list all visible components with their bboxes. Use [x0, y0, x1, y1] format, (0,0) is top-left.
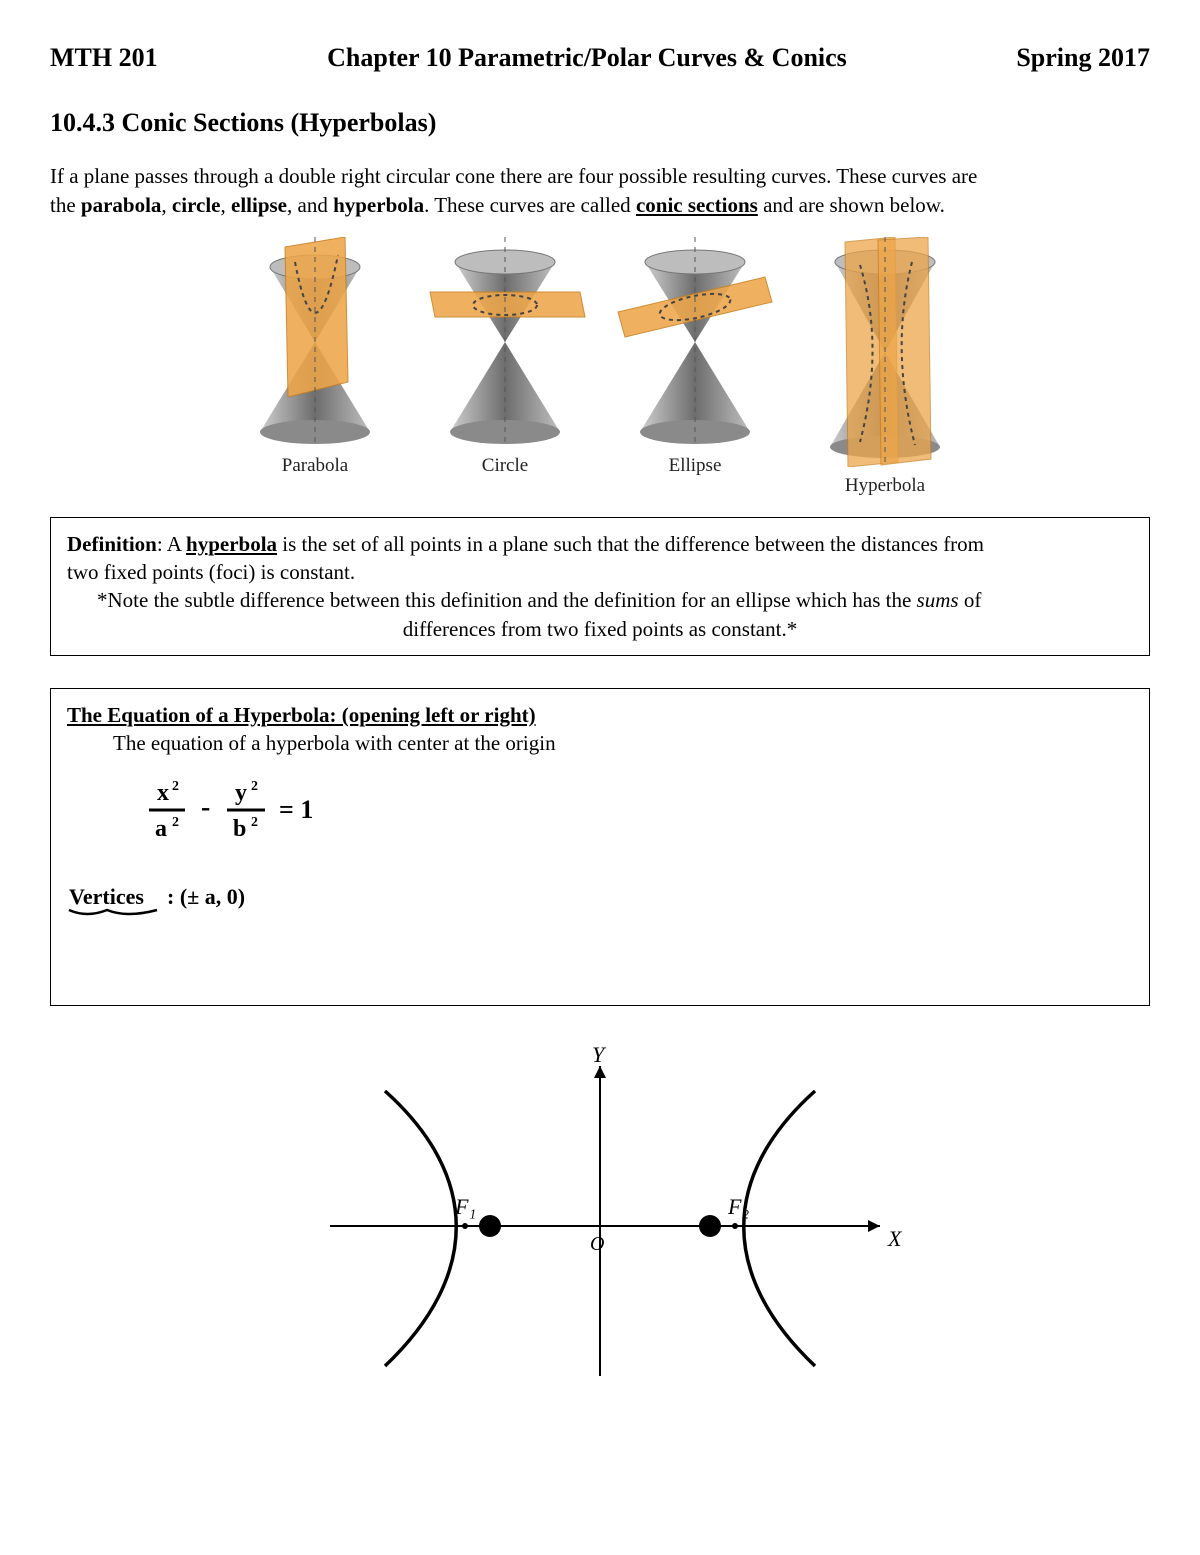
- label-circle: Circle: [482, 453, 528, 479]
- svg-text:a: a: [155, 816, 167, 842]
- definition-line4: differences from two fixed points as con…: [67, 615, 1133, 643]
- svg-text:-: -: [201, 792, 210, 823]
- label-ellipse: Ellipse: [669, 453, 722, 479]
- chapter-title: Chapter 10 Parametric/Polar Curves & Con…: [327, 40, 847, 75]
- label-F1: F₁: [454, 1194, 476, 1219]
- word-hyperbola: hyperbola: [333, 193, 424, 217]
- section-title: 10.4.3 Conic Sections (Hyperbolas): [50, 105, 1150, 140]
- page-header: MTH 201 Chapter 10 Parametric/Polar Curv…: [50, 40, 1150, 75]
- label-X: X: [887, 1226, 903, 1251]
- equation-box: The Equation of a Hyperbola: (opening le…: [50, 688, 1150, 1006]
- svg-text:2: 2: [251, 815, 258, 830]
- conic-sections-figure: Parabola Circle: [50, 237, 1150, 499]
- conic-parabola: Parabola: [230, 237, 400, 499]
- svg-text:y: y: [235, 780, 247, 806]
- label-Y: Y: [592, 1046, 607, 1067]
- definition-box: Definition: A hyperbola is the set of al…: [50, 517, 1150, 656]
- cone-circle-icon: [420, 237, 590, 447]
- label-parabola: Parabola: [282, 453, 348, 479]
- handwritten-vertices: Vertices : (± a, 0): [67, 880, 1133, 925]
- def-hyperbola: hyperbola: [186, 532, 277, 556]
- svg-text:2: 2: [251, 779, 258, 794]
- intro-text: the: [50, 193, 81, 217]
- svg-text:= 1: = 1: [279, 795, 313, 824]
- eq-subtitle: The equation of a hyperbola with center …: [113, 729, 1133, 757]
- intro-text: If a plane passes through a double right…: [50, 164, 977, 188]
- svg-text:2: 2: [172, 815, 179, 830]
- word-ellipse: ellipse: [231, 193, 287, 217]
- intro-paragraph: If a plane passes through a double right…: [50, 162, 1150, 219]
- label-O: O: [590, 1233, 604, 1255]
- handwritten-equation: x 2 a 2 - y 2 b 2 = 1: [137, 772, 1133, 852]
- cone-parabola-icon: [230, 237, 400, 447]
- svg-text:b: b: [233, 816, 246, 842]
- cone-ellipse-icon: [610, 237, 780, 447]
- word-conic-sections: conic sections: [636, 193, 758, 217]
- hyperbola-graph-svg: Y X O F₁ F₂: [290, 1046, 910, 1386]
- definition-label: Definition: [67, 532, 157, 556]
- label-hyperbola: Hyperbola: [845, 473, 925, 499]
- word-circle: circle: [172, 193, 221, 217]
- definition-line2: two fixed points (foci) is constant.: [67, 558, 1133, 586]
- hyperbola-graph: Y X O F₁ F₂: [50, 1046, 1150, 1386]
- conic-circle: Circle: [420, 237, 590, 499]
- svg-text:2: 2: [172, 779, 179, 794]
- svg-text:Vertices: Vertices: [69, 884, 144, 909]
- cone-hyperbola-icon: [800, 237, 970, 467]
- label-F2: F₂: [727, 1194, 749, 1219]
- conic-ellipse: Ellipse: [610, 237, 780, 499]
- word-parabola: parabola: [81, 193, 162, 217]
- svg-text:: (± a, 0): : (± a, 0): [167, 884, 245, 909]
- svg-text:x: x: [157, 780, 169, 806]
- eq-title: The Equation of a Hyperbola: (opening le…: [67, 701, 1133, 729]
- conic-hyperbola: Hyperbola: [800, 237, 970, 499]
- course-code: MTH 201: [50, 40, 158, 75]
- word-sums: sums: [917, 588, 959, 612]
- term: Spring 2017: [1016, 40, 1150, 75]
